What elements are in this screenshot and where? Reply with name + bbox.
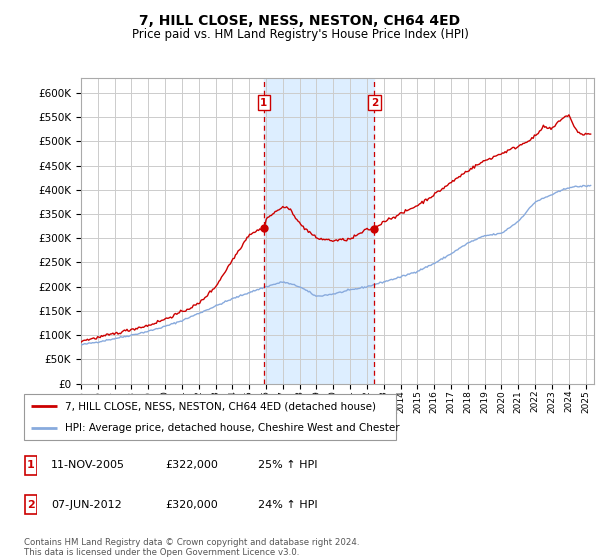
Text: £322,000: £322,000 (165, 460, 218, 470)
Text: £320,000: £320,000 (165, 500, 218, 510)
Text: 07-JUN-2012: 07-JUN-2012 (51, 500, 122, 510)
Text: 2: 2 (27, 500, 34, 510)
Text: 7, HILL CLOSE, NESS, NESTON, CH64 4ED (detached house): 7, HILL CLOSE, NESS, NESTON, CH64 4ED (d… (65, 401, 376, 411)
FancyBboxPatch shape (25, 456, 37, 475)
Text: 1: 1 (260, 97, 268, 108)
Text: 7, HILL CLOSE, NESS, NESTON, CH64 4ED: 7, HILL CLOSE, NESS, NESTON, CH64 4ED (139, 14, 461, 28)
Text: 25% ↑ HPI: 25% ↑ HPI (258, 460, 317, 470)
Text: 24% ↑ HPI: 24% ↑ HPI (258, 500, 317, 510)
Text: HPI: Average price, detached house, Cheshire West and Chester: HPI: Average price, detached house, Ches… (65, 423, 400, 433)
Text: 1: 1 (27, 460, 34, 470)
FancyBboxPatch shape (25, 495, 37, 514)
FancyBboxPatch shape (24, 394, 396, 440)
Text: Price paid vs. HM Land Registry's House Price Index (HPI): Price paid vs. HM Land Registry's House … (131, 28, 469, 41)
Text: Contains HM Land Registry data © Crown copyright and database right 2024.
This d: Contains HM Land Registry data © Crown c… (24, 538, 359, 557)
Text: 11-NOV-2005: 11-NOV-2005 (51, 460, 125, 470)
Text: 2: 2 (371, 97, 378, 108)
Bar (264, 78, 374, 384)
